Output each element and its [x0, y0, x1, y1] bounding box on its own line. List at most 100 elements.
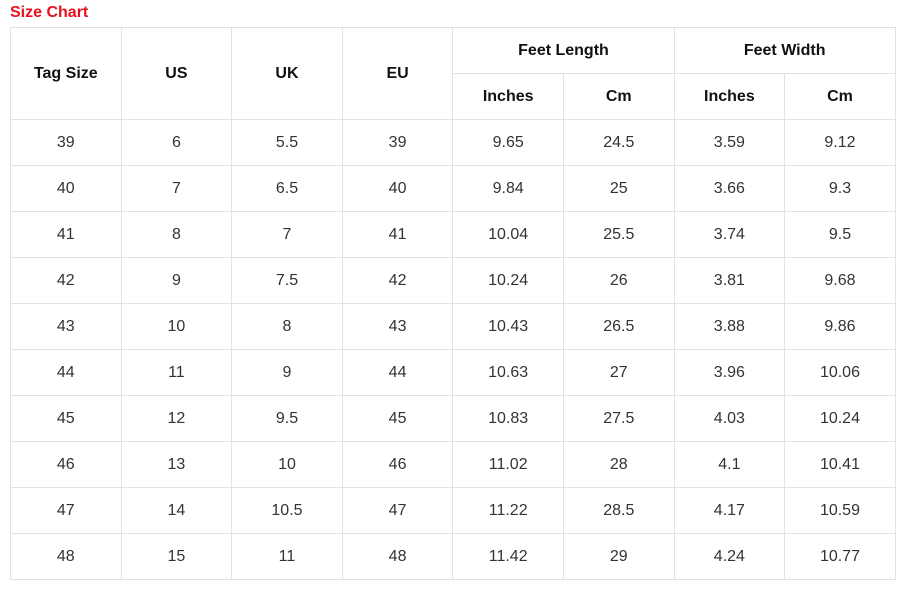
cell-eu: 40: [341, 165, 454, 212]
cell-eu: 48: [341, 533, 454, 580]
cell-width-inches: 3.74: [673, 211, 786, 258]
cell-length-inches: 9.84: [452, 165, 564, 212]
cell-us: 11: [120, 349, 233, 396]
cell-uk: 10.5: [231, 487, 343, 534]
cell-length-inches: 10.83: [452, 395, 564, 442]
cell-tag-size: 44: [10, 349, 122, 396]
header-eu: EU: [341, 27, 454, 120]
header-feet-length: Feet Length: [452, 27, 675, 74]
table-row: 42 9 7.5 42 10.24 26 3.81 9.68: [10, 257, 896, 304]
cell-length-cm: 27.5: [562, 395, 675, 442]
size-chart-table: Tag Size US UK EU Feet Length Feet Width…: [10, 27, 896, 580]
cell-uk: 7.5: [231, 257, 343, 304]
cell-tag-size: 41: [10, 211, 122, 258]
cell-width-inches: 4.1: [673, 441, 786, 488]
cell-us: 14: [120, 487, 233, 534]
cell-uk: 7: [231, 211, 343, 258]
cell-width-cm: 9.86: [784, 303, 896, 350]
cell-width-inches: 3.66: [673, 165, 786, 212]
cell-tag-size: 47: [10, 487, 122, 534]
cell-uk: 10: [231, 441, 343, 488]
header-length-inches: Inches: [452, 73, 564, 120]
header-row: Tag Size US UK EU Feet Length Feet Width: [10, 27, 896, 120]
cell-us: 8: [120, 211, 233, 258]
cell-length-cm: 26: [562, 257, 675, 304]
cell-tag-size: 46: [10, 441, 122, 488]
cell-width-cm: 9.68: [784, 257, 896, 304]
cell-eu: 45: [341, 395, 454, 442]
cell-uk: 11: [231, 533, 343, 580]
cell-tag-size: 45: [10, 395, 122, 442]
table-row: 46 13 10 46 11.02 28 4.1 10.41: [10, 441, 896, 488]
cell-tag-size: 48: [10, 533, 122, 580]
cell-length-cm: 25.5: [562, 211, 675, 258]
cell-width-cm: 10.41: [784, 441, 896, 488]
cell-width-cm: 10.77: [784, 533, 896, 580]
cell-length-cm: 28: [562, 441, 675, 488]
cell-tag-size: 40: [10, 165, 122, 212]
cell-length-cm: 26.5: [562, 303, 675, 350]
cell-length-inches: 10.43: [452, 303, 564, 350]
cell-width-cm: 9.5: [784, 211, 896, 258]
cell-width-inches: 3.96: [673, 349, 786, 396]
cell-eu: 39: [341, 119, 454, 166]
header-width-cm: Cm: [784, 73, 896, 120]
header-uk: UK: [231, 27, 343, 120]
cell-uk: 8: [231, 303, 343, 350]
cell-length-inches: 10.24: [452, 257, 564, 304]
subheader-row: Inches Cm Inches Cm: [11, 73, 896, 120]
table-row: 43 10 8 43 10.43 26.5 3.88 9.86: [10, 303, 896, 350]
cell-tag-size: 42: [10, 257, 122, 304]
cell-eu: 41: [341, 211, 454, 258]
cell-length-cm: 28.5: [562, 487, 675, 534]
cell-us: 15: [120, 533, 233, 580]
cell-width-cm: 9.3: [784, 165, 896, 212]
cell-us: 12: [120, 395, 233, 442]
cell-tag-size: 39: [10, 119, 122, 166]
cell-width-cm: 10.24: [784, 395, 896, 442]
cell-width-inches: 3.88: [673, 303, 786, 350]
table-row: 48 15 11 48 11.42 29 4.24 10.77: [10, 533, 896, 580]
header-us: US: [120, 27, 233, 120]
table-row: 39 6 5.5 39 9.65 24.5 3.59 9.12: [10, 119, 896, 166]
cell-eu: 46: [341, 441, 454, 488]
cell-uk: 6.5: [231, 165, 343, 212]
cell-width-cm: 9.12: [784, 119, 896, 166]
cell-length-inches: 9.65: [452, 119, 564, 166]
table-row: 41 8 7 41 10.04 25.5 3.74 9.5: [10, 211, 896, 258]
cell-length-inches: 10.04: [452, 211, 564, 258]
cell-width-inches: 4.03: [673, 395, 786, 442]
cell-uk: 9.5: [231, 395, 343, 442]
cell-us: 10: [120, 303, 233, 350]
cell-length-cm: 27: [562, 349, 675, 396]
cell-width-cm: 10.59: [784, 487, 896, 534]
header-width-inches: Inches: [673, 73, 786, 120]
cell-width-inches: 3.81: [673, 257, 786, 304]
cell-length-cm: 29: [562, 533, 675, 580]
cell-length-inches: 11.02: [452, 441, 564, 488]
header-tag-size: Tag Size: [10, 27, 122, 120]
cell-us: 7: [120, 165, 233, 212]
table-row: 47 14 10.5 47 11.22 28.5 4.17 10.59: [10, 487, 896, 534]
table-row: 45 12 9.5 45 10.83 27.5 4.03 10.24: [10, 395, 896, 442]
cell-tag-size: 43: [10, 303, 122, 350]
cell-eu: 44: [341, 349, 454, 396]
cell-us: 6: [120, 119, 233, 166]
cell-us: 9: [120, 257, 233, 304]
page-title: Size Chart: [10, 4, 89, 21]
cell-width-cm: 10.06: [784, 349, 896, 396]
table-row: 44 11 9 44 10.63 27 3.96 10.06: [10, 349, 896, 396]
cell-eu: 43: [341, 303, 454, 350]
table-row: 40 7 6.5 40 9.84 25 3.66 9.3: [10, 165, 896, 212]
cell-eu: 47: [341, 487, 454, 534]
table-body: 39 6 5.5 39 9.65 24.5 3.59 9.12 40 7 6.5 40 9.84 25 3.…: [10, 119, 896, 580]
header-length-cm: Cm: [562, 73, 675, 120]
cell-uk: 9: [231, 349, 343, 396]
cell-length-inches: 11.22: [452, 487, 564, 534]
cell-us: 13: [120, 441, 233, 488]
cell-length-cm: 25: [562, 165, 675, 212]
cell-eu: 42: [341, 257, 454, 304]
cell-length-inches: 10.63: [452, 349, 564, 396]
cell-uk: 5.5: [231, 119, 343, 166]
cell-width-inches: 3.59: [673, 119, 786, 166]
